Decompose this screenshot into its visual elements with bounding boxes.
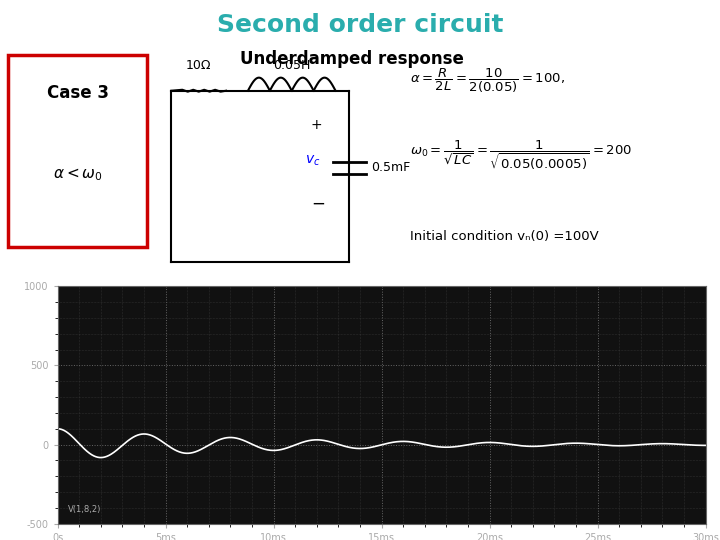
Text: $\omega_0 = \dfrac{1}{\sqrt{LC}} = \dfrac{1}{\sqrt{0.05(0.0005)}} = 200$: $\omega_0 = \dfrac{1}{\sqrt{LC}} = \dfra… — [410, 138, 631, 172]
Text: $\alpha < \omega_0$: $\alpha < \omega_0$ — [53, 166, 102, 183]
Text: $v_c$: $v_c$ — [305, 153, 321, 168]
FancyBboxPatch shape — [8, 55, 148, 247]
Text: Initial condition vₙ(0) =100V: Initial condition vₙ(0) =100V — [410, 231, 598, 244]
Text: Case 3: Case 3 — [47, 84, 109, 102]
Text: $\alpha = \dfrac{R}{2L} = \dfrac{10}{2(0.05)} = 100,$: $\alpha = \dfrac{R}{2L} = \dfrac{10}{2(0… — [410, 66, 564, 94]
Text: 0.5mF: 0.5mF — [371, 161, 410, 174]
Text: −: − — [311, 194, 325, 212]
Text: 0.05H: 0.05H — [273, 59, 310, 72]
Text: Second order circuit: Second order circuit — [217, 14, 503, 37]
Text: 10Ω: 10Ω — [186, 59, 212, 72]
Text: +: + — [311, 118, 323, 132]
Text: Underdamped response: Underdamped response — [240, 50, 464, 69]
Text: V(1,8,2): V(1,8,2) — [68, 505, 102, 514]
